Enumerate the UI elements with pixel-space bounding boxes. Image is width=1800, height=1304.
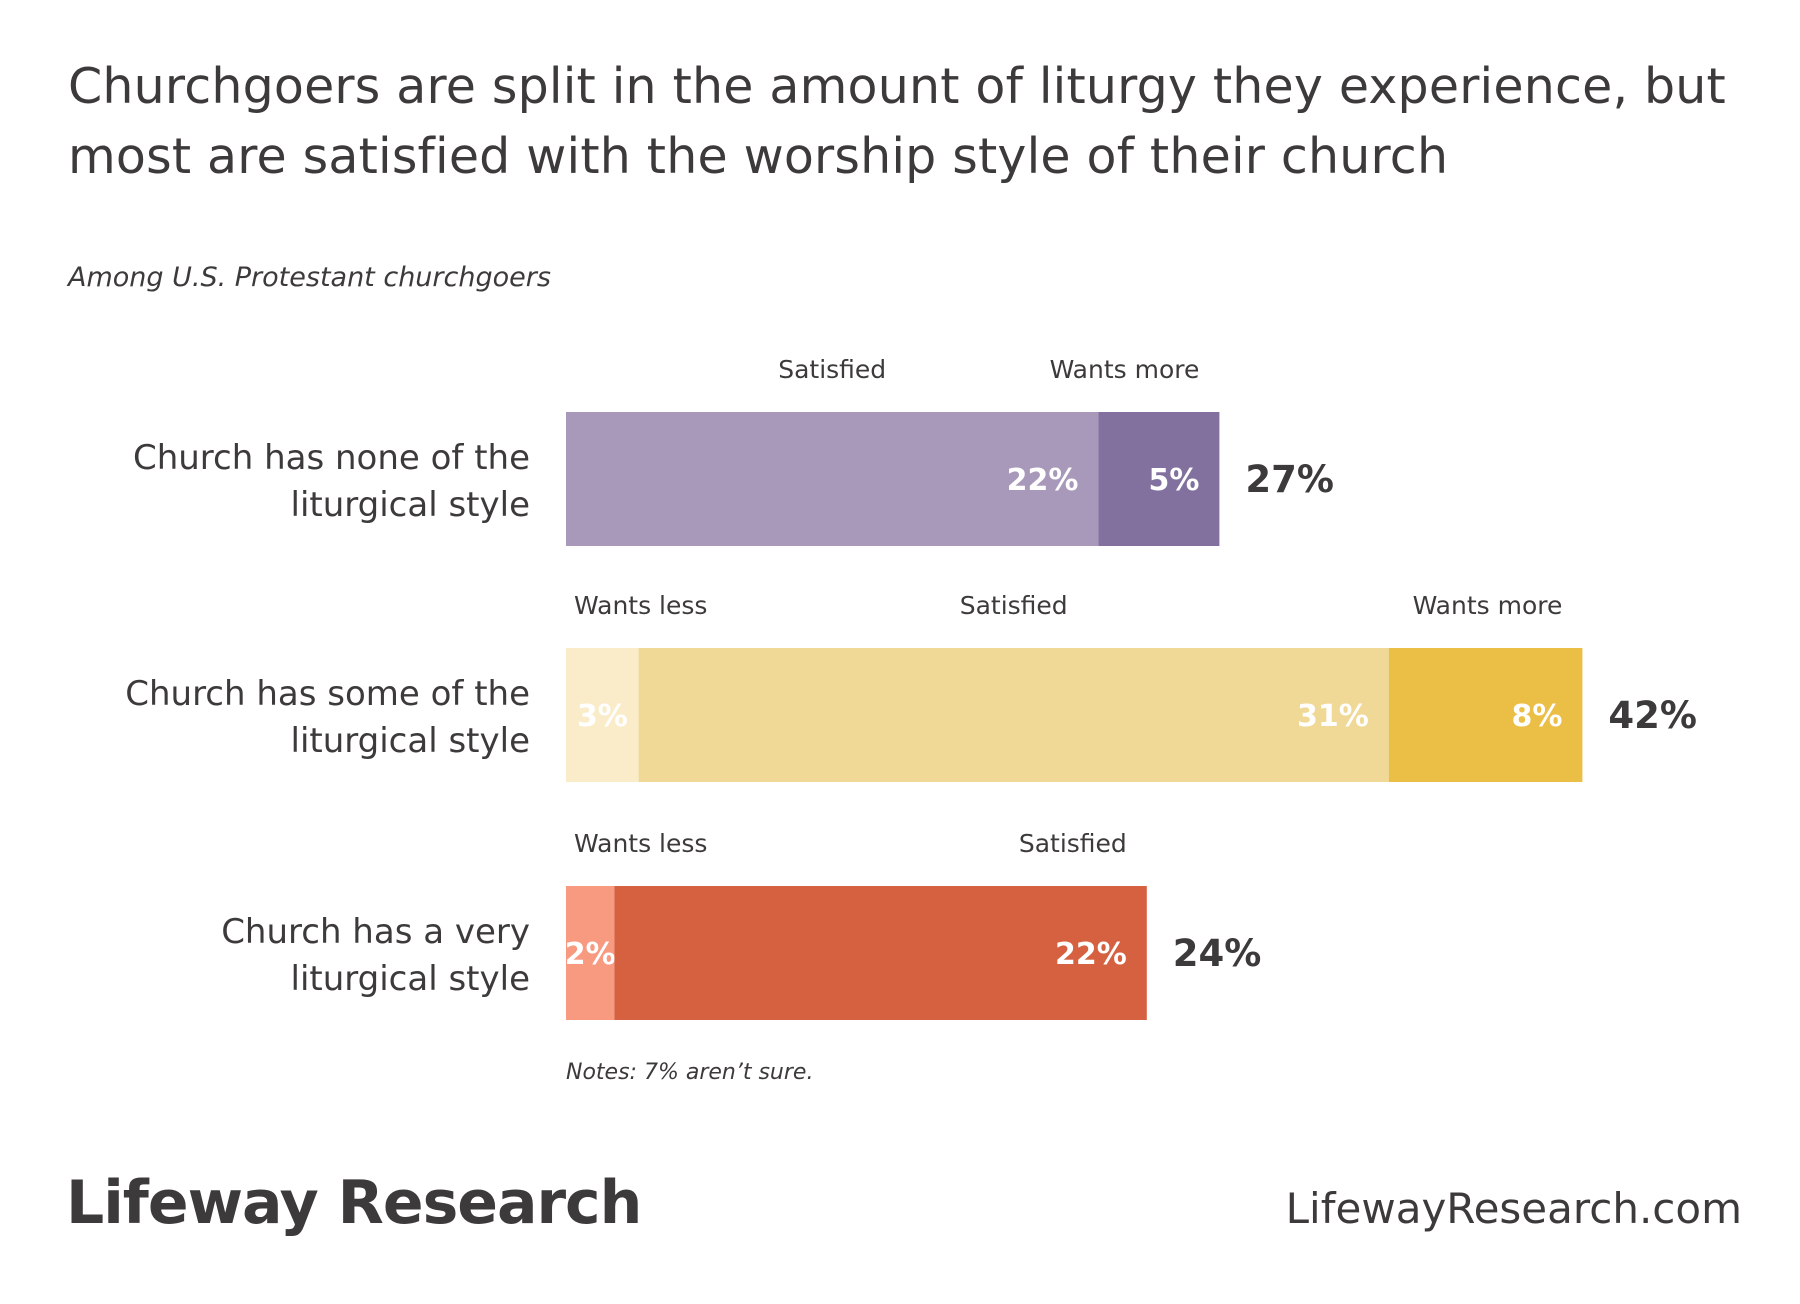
row-total-3: 24% xyxy=(1173,932,1262,975)
segment-name-2-3: Wants more xyxy=(1413,591,1563,620)
bar-segment-3-satisfied xyxy=(614,886,1147,1020)
bar-segment-1-satisfied xyxy=(566,412,1099,546)
row-label-3-line-1: Church has a very xyxy=(221,912,530,952)
bar-segment-2-wants-less xyxy=(566,648,639,782)
bar-segment-3-wants-less xyxy=(566,886,615,1020)
segment-value-2-2: 31% xyxy=(1297,699,1369,734)
row-label-3-line-2: liturgical style xyxy=(291,959,531,999)
row-label-1-line-2: liturgical style xyxy=(291,485,531,525)
segment-name-2-1: Wants less xyxy=(574,591,707,620)
lifeway-research-logo: Lifeway Research xyxy=(66,1168,642,1238)
website-url: LifewayResearch.com xyxy=(1285,1184,1742,1233)
bar-segment-2-wants-more xyxy=(1388,648,1583,782)
segment-value-1-2: 5% xyxy=(1148,463,1199,498)
segment-name-1-1: Satisfied xyxy=(778,355,886,384)
chart-title: Churchgoers are split in the amount of l… xyxy=(68,58,1726,185)
segment-name-2-2: Satisfied xyxy=(960,591,1068,620)
row-label-1-line-1: Church has none of the xyxy=(133,438,530,478)
segment-value-3-1: 2% xyxy=(565,937,616,972)
segment-name-1-2: Wants more xyxy=(1050,355,1200,384)
bar-segment-2-satisfied xyxy=(638,648,1389,782)
segment-value-2-3: 8% xyxy=(1511,699,1562,734)
bar-segment-1-wants-more xyxy=(1098,412,1220,546)
chart-subtitle: Among U.S. Protestant churchgoers xyxy=(68,262,551,293)
row-total-2: 42% xyxy=(1608,694,1697,737)
row-label-2-line-2: liturgical style xyxy=(291,721,531,761)
row-total-1: 27% xyxy=(1245,458,1334,501)
segment-value-2-1: 3% xyxy=(577,699,628,734)
segment-value-1-1: 22% xyxy=(1007,463,1079,498)
segment-name-3-1: Wants less xyxy=(574,829,707,858)
chart-note: Notes: 7% aren’t sure. xyxy=(566,1060,814,1085)
segment-value-3-2: 22% xyxy=(1055,937,1127,972)
row-label-2-line-1: Church has some of the xyxy=(125,674,530,714)
segment-name-3-2: Satisfied xyxy=(1019,829,1127,858)
